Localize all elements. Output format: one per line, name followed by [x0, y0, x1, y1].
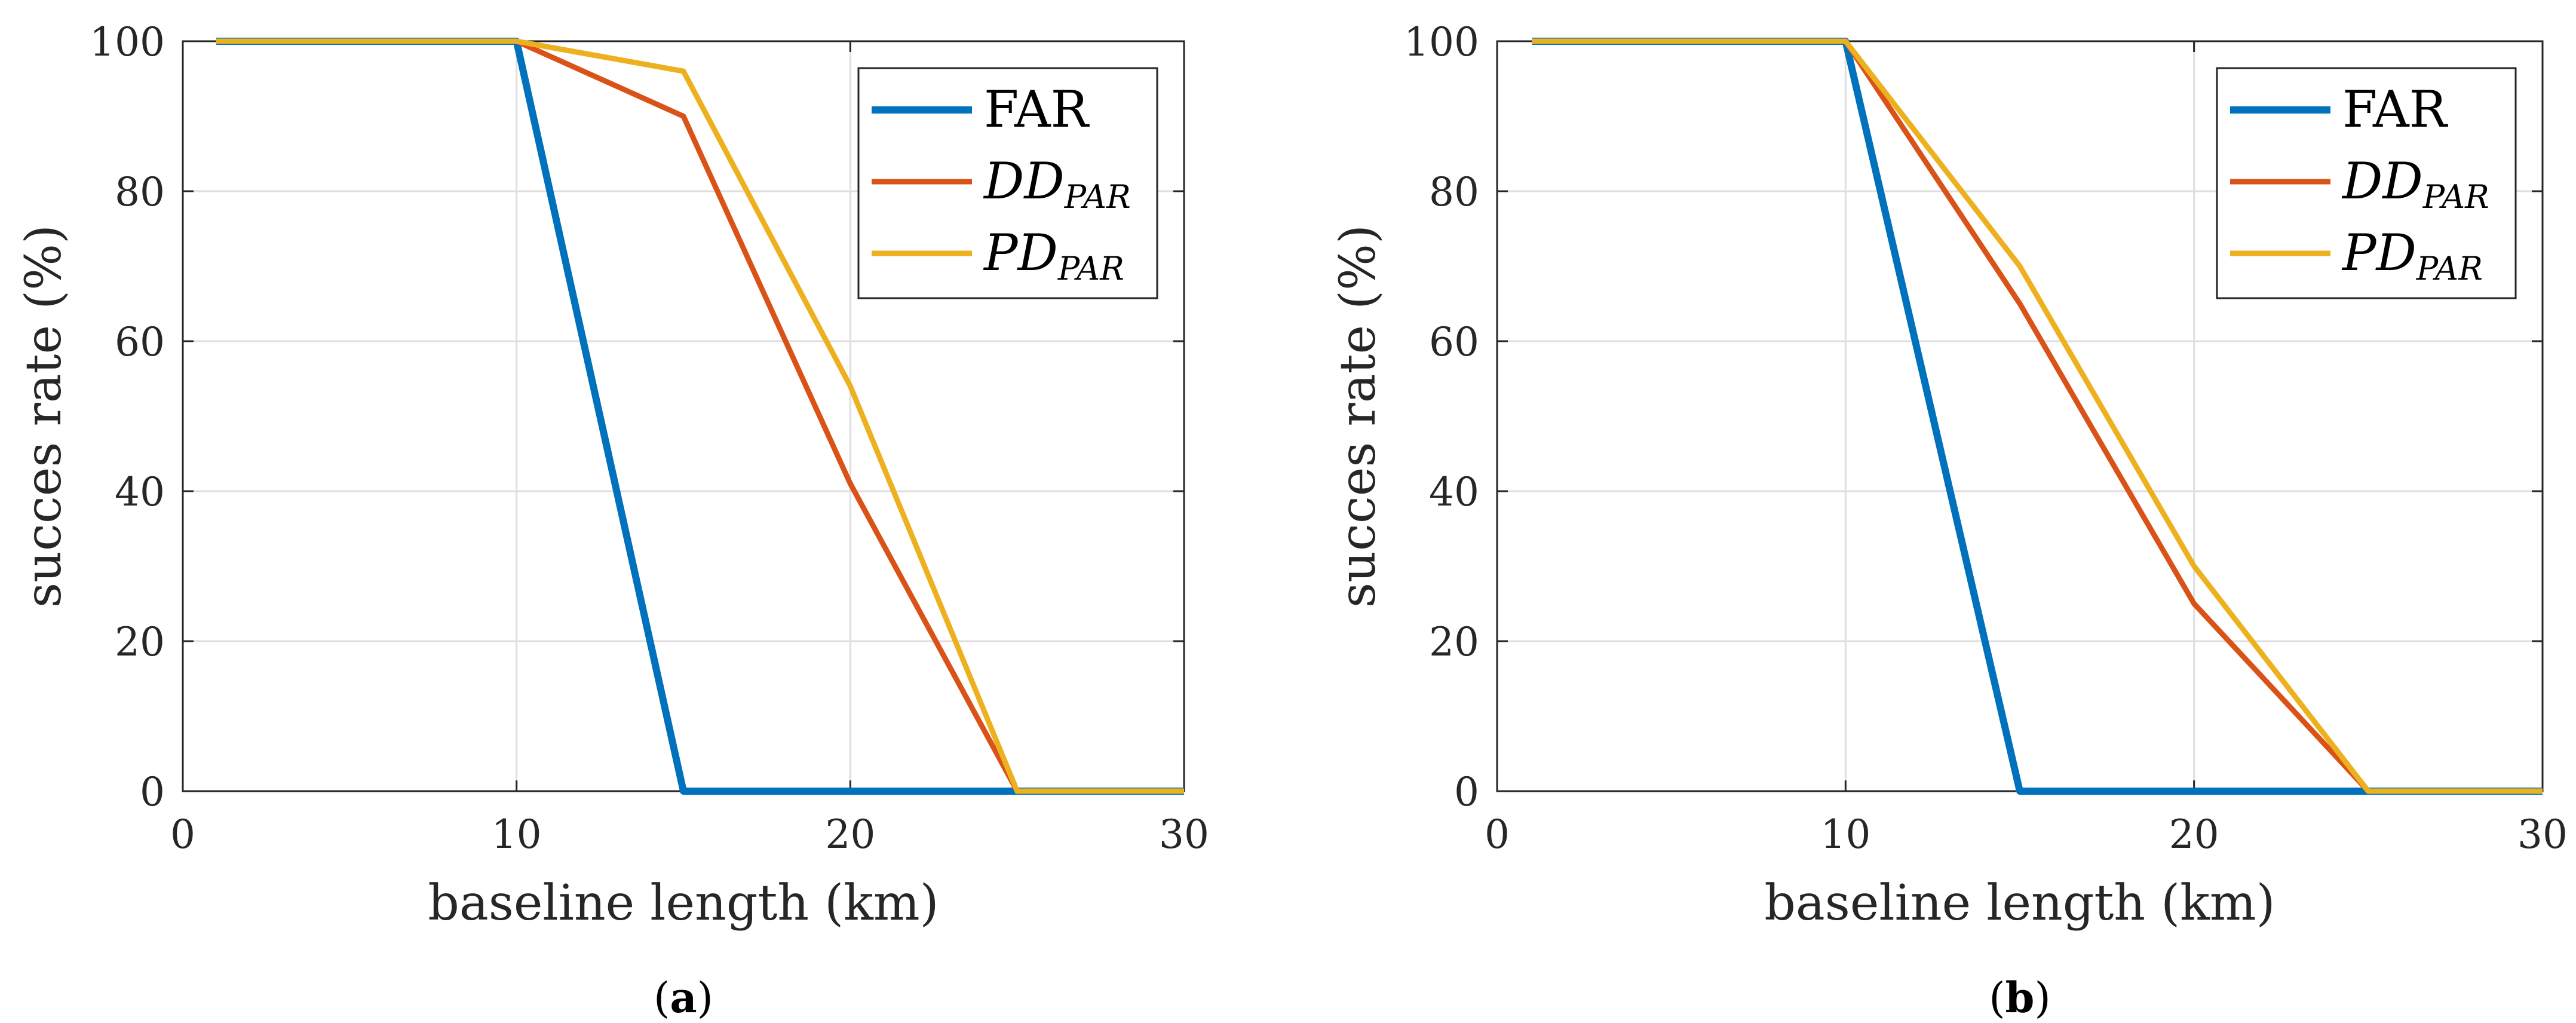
series-line-pd — [216, 38, 1184, 794]
panel-caption: (a) — [654, 973, 713, 1022]
chart-panel-b: 0 10 20 30 0 20 40 60 80 100 baseline length (km) s… — [1330, 19, 2568, 1022]
x-tick-label: 10 — [1820, 811, 1870, 857]
y-axis-label: succes rate (%) — [1330, 225, 1387, 608]
x-axis-label: baseline length (km) — [1764, 875, 2275, 932]
legend-subscript: PAR — [1057, 250, 1124, 287]
y-tick-label: 60 — [115, 319, 165, 365]
x-tick-label: 30 — [2517, 811, 2568, 857]
y-axis-label: succes rate (%) — [16, 225, 72, 608]
y-tick-label: 100 — [1404, 19, 1479, 65]
data-point — [850, 791, 851, 792]
y-tick-label: 20 — [1429, 619, 1479, 665]
series-line-pd — [1532, 38, 2543, 794]
y-tick-label: 100 — [90, 19, 165, 65]
legend-subscript: PAR — [2416, 250, 2483, 287]
y-tick-label: 20 — [115, 619, 165, 665]
data-point — [850, 386, 851, 387]
legend-entry: FAR — [2342, 80, 2449, 139]
data-point — [850, 483, 851, 484]
y-tick-label: 60 — [1429, 319, 1479, 365]
y-tick-label: 0 — [1454, 769, 1479, 815]
data-point — [1184, 791, 1185, 792]
y-tick-label: 40 — [115, 469, 165, 515]
x-tick-label: 20 — [825, 811, 875, 857]
panel-caption: (b) — [1989, 973, 2051, 1022]
x-tick-label: 0 — [170, 811, 195, 857]
y-tick-label: 0 — [140, 769, 165, 815]
chart-panel-a: 0 10 20 30 0 20 40 60 80 100 baseline length (km) s… — [16, 19, 1209, 1022]
data-point — [683, 71, 684, 72]
data-point — [683, 791, 684, 792]
legend-subscript: PAR — [1064, 178, 1131, 216]
y-tick-label: 80 — [115, 169, 165, 215]
legend-entry: FAR — [984, 80, 1090, 139]
legend-subscript: PAR — [2422, 178, 2489, 216]
data-point — [2368, 791, 2369, 792]
x-tick-label: 30 — [1159, 811, 1209, 857]
legend-entry: PDPAR — [983, 223, 1124, 287]
y-tick-label: 80 — [1429, 169, 1479, 215]
data-point — [1845, 41, 1846, 42]
x-tick-label: 10 — [492, 811, 542, 857]
data-point — [516, 41, 517, 42]
data-point — [683, 116, 684, 117]
x-tick-label: 0 — [1485, 811, 1510, 857]
x-tick-label: 20 — [2169, 811, 2219, 857]
x-axis-label: baseline length (km) — [428, 875, 939, 932]
y-tick-label: 40 — [1429, 469, 1479, 515]
